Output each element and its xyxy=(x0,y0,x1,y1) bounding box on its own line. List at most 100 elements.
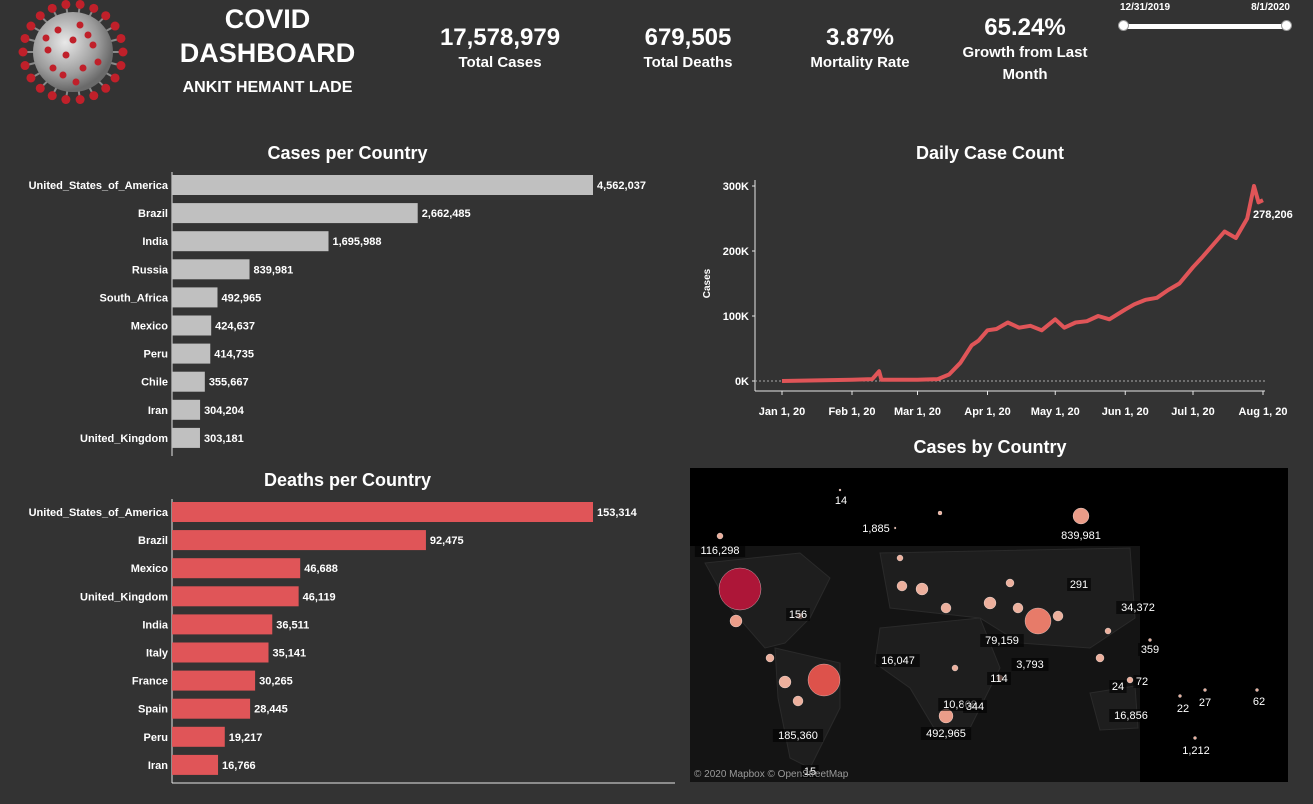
cases-bar xyxy=(172,175,593,195)
y-tick-label: 100K xyxy=(723,311,749,323)
slider-handle-start[interactable] xyxy=(1118,20,1129,31)
cases-value-label: 304,204 xyxy=(204,405,245,417)
deaths-bar xyxy=(172,586,299,607)
map-value-label: 72 xyxy=(1133,675,1151,688)
date-range-slider[interactable]: 12/31/2019 8/1/2020 xyxy=(1118,0,1292,40)
virus-spike-tip xyxy=(110,21,120,31)
map-bubble xyxy=(1193,736,1197,740)
virus-spike-tip xyxy=(101,83,111,93)
cases-value-label: 1,695,988 xyxy=(333,236,382,248)
virus-protein xyxy=(69,36,77,44)
deaths-bar xyxy=(172,642,269,663)
deaths-category-label: France xyxy=(132,676,168,688)
cases-value-label: 303,181 xyxy=(204,433,244,445)
kpi-label-2: Month xyxy=(1002,66,1048,83)
cases-chart-title: Cases per Country xyxy=(267,143,428,163)
kpi-growth: 65.24% Growth from Last Month xyxy=(945,14,1105,86)
map-value-label: 116,298 xyxy=(694,544,746,557)
kpi-label: Total Cases xyxy=(458,54,542,71)
map-value-label: 344 xyxy=(963,700,987,713)
x-tick-label: Jun 1, 20 xyxy=(1102,406,1149,418)
cases-by-country-map[interactable]: 14 1,885 839,981 116,298 291 156 34,372 79,159 1… xyxy=(690,468,1288,782)
map-bubble xyxy=(940,602,952,614)
deaths-bar xyxy=(172,670,256,691)
author-name: ANKIT HEMANT LADE xyxy=(182,79,353,96)
cases-category-label: United_Kingdom xyxy=(80,433,168,445)
deaths-category-label: Peru xyxy=(144,732,168,744)
map-title: Cases by Country xyxy=(913,437,1067,457)
deaths-value-label: 19,217 xyxy=(229,732,263,744)
map-bubble xyxy=(807,663,841,697)
map-bubble xyxy=(838,488,842,492)
cases-bar xyxy=(172,259,250,280)
cases-category-label: South_Africa xyxy=(100,292,169,304)
deaths-bar xyxy=(172,614,273,635)
map-label-bg xyxy=(1177,744,1215,757)
deaths-category-label: Italy xyxy=(146,648,169,660)
virus-spike-tip xyxy=(26,73,36,83)
map-value-label: 16,856 xyxy=(1109,709,1153,722)
virus-spike-tip xyxy=(20,33,30,43)
map-bubble xyxy=(937,510,943,516)
map-value-label: 185,360 xyxy=(772,729,824,742)
deaths-category-label: United_States_of_America xyxy=(29,507,169,519)
deaths-bar xyxy=(172,502,593,522)
map-label-text: 79,159 xyxy=(985,635,1019,647)
map-bubble xyxy=(765,653,775,663)
virus-protein xyxy=(54,26,62,34)
virus-spike-tip xyxy=(20,61,30,71)
map-label-text: 291 xyxy=(1070,579,1088,591)
map-bubble xyxy=(1178,694,1182,698)
deaths-category-label: Brazil xyxy=(138,535,168,547)
map-label-bg xyxy=(772,729,824,742)
deaths-bar xyxy=(172,558,301,579)
kpi-value: 17,578,979 xyxy=(439,24,561,51)
cases-bar xyxy=(172,315,212,336)
dashboard-title: COVID DASHBOARD xyxy=(140,2,395,70)
virus-protein xyxy=(42,34,50,42)
virus-spike-tip xyxy=(61,95,71,104)
cases-category-label: India xyxy=(142,236,169,248)
cases-bar xyxy=(172,371,205,392)
map-value-label: 62 xyxy=(1250,695,1268,708)
map-label-text: 22 xyxy=(1177,703,1189,715)
map-bubble xyxy=(1104,627,1112,635)
cases-category-label: Russia xyxy=(132,264,169,276)
x-tick-label: Jan 1, 20 xyxy=(759,406,805,418)
map-bubble xyxy=(1024,607,1052,635)
x-tick-label: May 1, 20 xyxy=(1031,406,1080,418)
kpi-value: 65.24% xyxy=(984,14,1066,41)
map-value-label: 359 xyxy=(1138,643,1162,656)
cases-bar xyxy=(172,287,218,308)
map-label-bg xyxy=(876,654,920,667)
slider-track[interactable] xyxy=(1121,24,1289,29)
map-label-text: 839,981 xyxy=(1061,530,1101,542)
date-end: 8/1/2020 xyxy=(1251,2,1290,13)
deaths-bar xyxy=(172,726,225,747)
map-bubble xyxy=(1148,638,1152,642)
cases-value-label: 839,981 xyxy=(254,264,294,276)
map-value-label: 291 xyxy=(1067,578,1091,591)
map-label-bg xyxy=(1196,696,1214,709)
virus-spike-tip xyxy=(75,95,85,104)
map-bubble xyxy=(718,567,762,611)
map-label-text: 27 xyxy=(1199,697,1211,709)
kpi-label: Mortality Rate xyxy=(810,54,910,71)
title-line-2: DASHBOARD xyxy=(179,38,356,68)
daily-cases-line xyxy=(781,184,1264,383)
map-bubble xyxy=(915,582,929,596)
virus-spike-tip xyxy=(18,47,28,57)
deaths-value-label: 36,511 xyxy=(276,619,309,631)
deaths-category-label: Spain xyxy=(138,704,168,716)
map-label-bg xyxy=(1133,675,1151,688)
virus-spike-tip xyxy=(47,91,57,101)
map-value-label: 114 xyxy=(987,672,1011,685)
map-label-text: 156 xyxy=(789,609,807,621)
virus-spike-tip xyxy=(116,33,126,43)
map-value-label: 156 xyxy=(786,608,810,621)
virus-spike-tip xyxy=(75,0,85,9)
slider-handle-end[interactable] xyxy=(1281,20,1292,31)
map-label-text: 72 xyxy=(1136,676,1148,688)
map-bubble xyxy=(938,708,954,724)
cases-bar xyxy=(172,427,200,448)
